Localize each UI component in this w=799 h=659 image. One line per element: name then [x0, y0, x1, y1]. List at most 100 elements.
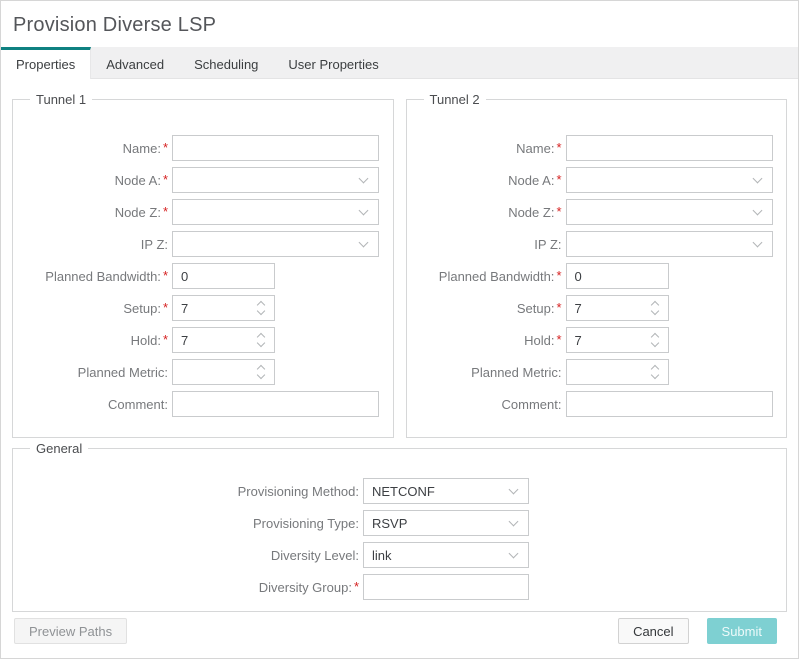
- tunnel-1-ip-z-label-text: IP Z:: [140, 236, 168, 252]
- properties-tab-panel: Tunnel 1 Name: * Node A: * Node Z: * IP Z: Plan…: [1, 92, 798, 612]
- tunnel-1-hold-row: Hold: * 7: [25, 327, 381, 353]
- tunnel-2-setup-row: Setup: * 7: [419, 295, 775, 321]
- tunnel-2-node-z-required-asterisk: *: [556, 203, 562, 219]
- general-provisioning-method-chevron-down-icon: [508, 484, 519, 494]
- general-provisioning-type-select[interactable]: RSVP: [363, 510, 529, 536]
- tunnel-1-node-a-select[interactable]: [172, 167, 379, 193]
- tab-properties[interactable]: Properties: [1, 47, 92, 79]
- tab-user-properties[interactable]: User Properties: [288, 56, 379, 72]
- tunnel-1-planned-bandwidth-input[interactable]: [172, 263, 275, 289]
- tunnel-2-planned-metric-label: Planned Metric:: [419, 365, 561, 380]
- tunnel-2-hold-row: Hold: * 7: [419, 327, 775, 353]
- tab-scheduling[interactable]: Scheduling: [194, 56, 259, 72]
- tunnel-1-name-input[interactable]: [172, 135, 379, 161]
- tunnel-2-node-a-select[interactable]: [565, 167, 773, 193]
- tunnel-2-node-a-label-text: Node A:: [508, 172, 555, 188]
- general-diversity-group-required-asterisk: *: [353, 578, 359, 594]
- general-diversity-level-row: Diversity Level: link: [25, 542, 774, 568]
- tunnel-1-setup-spinner-buttons: [256, 300, 266, 316]
- general-diversity-group-input[interactable]: [363, 574, 529, 600]
- tunnel-2-name-required-asterisk: *: [556, 139, 562, 155]
- general-diversity-level-select[interactable]: link: [363, 542, 529, 568]
- tunnel-1-node-a-required-asterisk: *: [162, 171, 168, 187]
- tunnel-2-planned-metric-row: Planned Metric:: [419, 359, 775, 385]
- tunnel-2-hold-spinner-down-icon[interactable]: [650, 338, 659, 348]
- tunnel-2-comment-label-text: Comment:: [501, 396, 562, 412]
- tunnel-2-setup-spinner[interactable]: 7: [565, 295, 669, 321]
- general-provisioning-method-select-value: NETCONF: [372, 483, 435, 499]
- tunnel-1-name-required-asterisk: *: [162, 139, 168, 155]
- tunnel-2-comment-row: Comment:: [419, 391, 775, 417]
- tunnel-1-planned-metric-spinner-down-icon[interactable]: [256, 370, 266, 380]
- general-diversity-level-label: Diversity Level:: [25, 548, 359, 563]
- tunnel-1-hold-spinner[interactable]: 7: [172, 327, 275, 353]
- tunnel-1-hold-required-asterisk: *: [162, 331, 168, 347]
- tunnel-2-comment-input[interactable]: [565, 391, 773, 417]
- tunnel-2-hold-spinner[interactable]: 7: [565, 327, 669, 353]
- tunnel-1-node-a-label: Node A: *: [25, 171, 168, 188]
- preview-paths-button[interactable]: Preview Paths: [14, 618, 128, 644]
- general-diversity-level-chevron-down-icon: [508, 548, 519, 558]
- dialog-title: Provision Diverse LSP: [13, 14, 217, 36]
- tunnel-1-hold-spinner-buttons: [256, 332, 266, 348]
- tunnel-1-planned-metric-spinner[interactable]: [172, 359, 275, 385]
- tunnel-2-ip-z-chevron-down-icon: [752, 237, 762, 247]
- tunnel-2-node-z-select[interactable]: [565, 199, 773, 225]
- tunnel-2-planned-bandwidth-label-text: Planned Bandwidth:: [438, 268, 555, 284]
- submit-button[interactable]: Submit: [706, 618, 777, 644]
- general-provisioning-type-label-text: Provisioning Type:: [253, 515, 359, 531]
- cancel-button[interactable]: Cancel: [618, 618, 689, 644]
- tunnel-2-node-a-label: Node A: *: [419, 172, 561, 188]
- tunnel-2-ip-z-select[interactable]: [565, 231, 773, 257]
- tunnel-2-setup-spinner-down-icon[interactable]: [650, 306, 659, 316]
- tunnel-2-group: Tunnel 2 Name: * Node A: * Node Z: * IP Z: Plan…: [405, 92, 787, 438]
- tunnel-2-node-z-label: Node Z: *: [419, 203, 562, 220]
- tunnel-1-setup-spinner-down-icon[interactable]: [256, 306, 266, 316]
- general-diversity-level-label-text: Diversity Level:: [270, 547, 359, 563]
- tunnel-1-legend: Tunnel 1: [36, 92, 87, 107]
- tunnel-2-comment-label: Comment:: [419, 397, 562, 412]
- tunnel-2-planned-metric-spinner-down-icon[interactable]: [650, 370, 659, 380]
- tunnel-1-node-z-required-asterisk: *: [162, 203, 168, 219]
- general-rows: Provisioning Method: NETCONF Provisioning …: [25, 478, 774, 600]
- tunnel-1-comment-input[interactable]: [172, 391, 379, 417]
- tunnel-2-node-z-row: Node Z: *: [419, 199, 775, 225]
- tunnel-2-planned-metric-spinner[interactable]: [565, 359, 669, 385]
- tunnel-1-group: Tunnel 1 Name: * Node A: * Node Z: * IP Z: Plan…: [12, 92, 394, 438]
- tunnel-2-planned-metric-spinner-buttons: [650, 364, 659, 380]
- tunnel-1-comment-row: Comment:: [25, 391, 381, 417]
- tunnel-1-node-z-chevron-down-icon: [358, 205, 369, 215]
- tunnel-1-setup-label: Setup: *: [25, 300, 168, 316]
- general-provisioning-method-select[interactable]: NETCONF: [363, 478, 529, 504]
- tunnel-2-node-a-row: Node A: *: [419, 167, 775, 193]
- tunnel-1-name-label-text: Name:: [122, 140, 161, 156]
- tunnel-2-hold-label: Hold: *: [419, 332, 561, 348]
- tunnel-1-node-z-select[interactable]: [172, 199, 379, 225]
- general-diversity-group-label-text: Diversity Group:: [258, 579, 352, 595]
- tunnel-2-setup-label: Setup: *: [419, 300, 562, 316]
- tunnel-1-node-z-label: Node Z: *: [25, 203, 168, 220]
- tab-advanced[interactable]: Advanced: [106, 56, 165, 72]
- footer-bar: Preview Paths Cancel Submit: [1, 618, 798, 658]
- tunnel-2-name-input[interactable]: [565, 135, 773, 161]
- tunnel-1-comment-label: Comment:: [25, 397, 168, 412]
- tab-bar: Properties Advanced Scheduling User Propert…: [1, 47, 798, 79]
- general-provisioning-method-label: Provisioning Method:: [25, 484, 359, 499]
- tunnel-2-hold-label-text: Hold:: [524, 332, 555, 348]
- tunnel-1-ip-z-select[interactable]: [172, 231, 379, 257]
- tunnel-1-ip-z-chevron-down-icon: [358, 237, 369, 247]
- general-provisioning-method-label-text: Provisioning Method:: [237, 483, 359, 499]
- tunnel-1-setup-row: Setup: * 7: [25, 295, 381, 321]
- tunnel-1-setup-label-text: Setup:: [123, 300, 161, 316]
- tunnel-1-setup-spinner[interactable]: 7: [172, 295, 275, 321]
- tunnel-1-planned-metric-label: Planned Metric:: [25, 365, 168, 380]
- tunnel-1-node-z-label-text: Node Z:: [114, 204, 161, 220]
- tunnel-1-ip-z-label: IP Z:: [25, 237, 168, 252]
- tunnel-1-hold-label-text: Hold:: [130, 332, 161, 348]
- general-provisioning-type-row: Provisioning Type: RSVP: [25, 510, 774, 536]
- tunnel-1-ip-z-row: IP Z:: [25, 231, 381, 257]
- tunnel-1-hold-spinner-down-icon[interactable]: [256, 338, 266, 348]
- tunnel-2-planned-bandwidth-input[interactable]: [565, 263, 669, 289]
- tunnel-1-rows: Name: * Node A: * Node Z: * IP Z: Planned Bandw…: [25, 135, 381, 417]
